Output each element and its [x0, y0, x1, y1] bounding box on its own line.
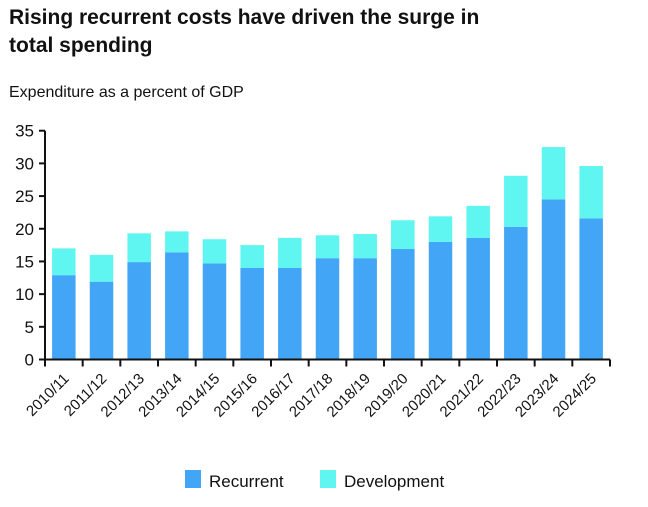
chart-subtitle: Expenditure as a percent of GDP: [9, 84, 244, 101]
bar-recurrent-2016-17: [278, 267, 302, 360]
bar-recurrent-2010-11: [52, 275, 76, 360]
y-tick-label: 30: [15, 154, 34, 173]
y-tick-label: 20: [15, 220, 34, 239]
y-tick-label: 25: [15, 187, 34, 206]
bar-recurrent-2011-12: [89, 281, 114, 360]
y-tick-label: 0: [25, 351, 34, 370]
bar-recurrent-2013-14: [165, 252, 189, 360]
bar-development-2021-22: [466, 205, 490, 238]
y-tick-label: 15: [15, 252, 34, 271]
legend-swatch-recurrent: [185, 470, 201, 488]
legend-label-recurrent: Recurrent: [209, 472, 284, 491]
bar-development-2019-20: [391, 220, 415, 250]
bar-development-2011-12: [89, 254, 114, 282]
y-tick-label: 10: [15, 285, 34, 304]
legend-swatch-development: [320, 470, 336, 488]
bar-development-2014-15: [202, 239, 227, 264]
bar-recurrent-2018-19: [353, 258, 377, 360]
bar-development-2017-18: [315, 235, 340, 259]
bar-recurrent-2024-25: [579, 218, 603, 360]
legend: Recurrent Development: [185, 470, 444, 491]
bar-recurrent-2019-20: [391, 249, 415, 360]
legend-label-development: Development: [344, 472, 444, 491]
bar-recurrent-2015-16: [240, 267, 264, 360]
bar-development-2022-23: [504, 175, 528, 227]
y-tick-label: 5: [25, 318, 34, 337]
bar-development-2016-17: [278, 237, 302, 268]
chart-title-line-1: Rising recurrent costs have driven the s…: [9, 6, 479, 29]
bar-recurrent-2023-24: [541, 199, 566, 360]
bar-development-2023-24: [541, 147, 566, 200]
x-axis: 2010/112011/122012/132013/142014/152015/…: [23, 358, 611, 421]
y-axis: 0 5 10 15 20 25 30 35: [15, 122, 46, 370]
bars: [52, 147, 603, 360]
bar-recurrent-2012-13: [127, 262, 151, 360]
bar-development-2024-25: [579, 166, 603, 219]
bar-development-2013-14: [165, 231, 189, 253]
bar-recurrent-2017-18: [315, 258, 340, 360]
bar-development-2012-13: [127, 233, 151, 263]
y-tick-label: 35: [15, 122, 34, 141]
bar-recurrent-2020-21: [428, 241, 453, 360]
bar-recurrent-2022-23: [504, 226, 528, 360]
bar-development-2018-19: [353, 233, 377, 259]
bar-recurrent-2014-15: [202, 263, 227, 360]
bar-development-2015-16: [240, 245, 264, 268]
bar-recurrent-2021-22: [466, 237, 490, 360]
bar-development-2010-11: [52, 248, 76, 276]
chart-title-line-2: total spending: [9, 34, 153, 57]
bar-development-2020-21: [428, 216, 453, 242]
